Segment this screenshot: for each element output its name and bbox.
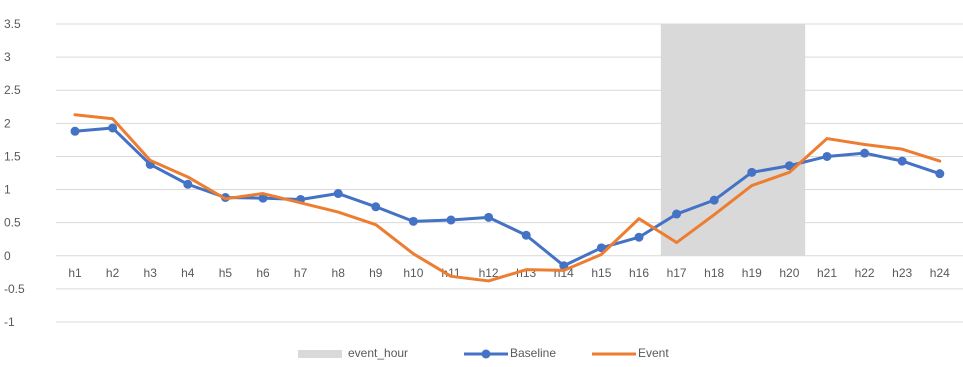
data-point-baseline [822,151,832,161]
x-tick-label: h20 [779,266,799,280]
y-tick-label: 2 [4,116,11,130]
x-tick-label: h6 [256,266,270,280]
series-line-event [73,113,942,283]
data-point-baseline [709,195,719,205]
x-tick-label: h24 [930,266,950,280]
data-point-baseline [596,243,606,253]
event-hour-bar [660,24,806,256]
data-point-baseline [446,215,456,225]
y-tick-label: 0.5 [4,216,21,230]
x-tick-label: h16 [629,266,649,280]
x-tick-label: h9 [369,266,383,280]
x-tick-label: h7 [294,266,308,280]
data-point-baseline [408,216,418,226]
series-line-baseline [73,126,942,268]
x-tick-label: h1 [68,266,82,280]
x-tick-label: h10 [403,266,423,280]
series-lines [70,113,945,283]
legend-marker-baseline [481,349,491,359]
x-tick-label: h8 [332,266,346,280]
x-tick-label: h22 [855,266,875,280]
legend-label-event: Event [638,346,669,360]
y-tick-label: -1 [4,315,15,329]
data-point-baseline [258,193,268,203]
data-point-baseline [860,148,870,158]
axes: 3.5 3 2.5 2 1.5 1 0.5 0 -0.5 -1 h1 h2 h3 h4 h5 h6 h7 h8 h9… [4,17,950,329]
data-point-baseline [935,169,945,179]
x-tick-label: h18 [704,266,724,280]
legend-swatch-event-hour [298,350,342,358]
data-point-baseline [747,167,757,177]
legend-label-event-hour: event_hour [348,346,408,360]
x-tick-label: h23 [892,266,912,280]
y-tick-label: 1.5 [4,149,21,163]
data-point-baseline [183,179,193,189]
x-tick-label: h12 [479,266,499,280]
data-point-baseline [371,202,381,212]
data-point-baseline [521,230,531,240]
x-tick-label: h17 [667,266,687,280]
y-tick-label: -0.5 [4,282,25,296]
data-point-baseline [333,189,343,199]
event-hour-band [660,24,806,256]
y-tick-label: 1 [4,183,11,197]
x-tick-label: h3 [144,266,158,280]
data-point-baseline [672,209,682,219]
data-point-baseline [784,161,794,171]
data-point-baseline [897,156,907,166]
x-tick-label: h2 [106,266,120,280]
x-tick-label: h15 [591,266,611,280]
data-point-baseline [634,232,644,242]
y-tick-label: 0 [4,249,11,263]
legend: event_hour Baseline Event [298,346,669,360]
y-tick-label: 3.5 [4,17,21,31]
data-point-baseline [70,126,80,136]
legend-label-baseline: Baseline [510,346,556,360]
data-point-baseline [484,212,494,222]
y-tick-label: 2.5 [4,83,21,97]
y-tick-label: 3 [4,50,11,64]
x-tick-label: h4 [181,266,195,280]
x-tick-label: h21 [817,266,837,280]
x-tick-label: h5 [219,266,233,280]
data-point-baseline [108,123,118,133]
x-tick-label: h19 [742,266,762,280]
